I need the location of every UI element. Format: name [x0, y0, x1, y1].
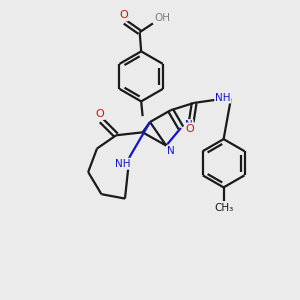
- Text: N: N: [167, 146, 175, 156]
- Text: CH₃: CH₃: [214, 203, 233, 213]
- Text: NH: NH: [215, 93, 231, 103]
- Text: OH: OH: [154, 13, 170, 23]
- Text: O: O: [119, 11, 128, 20]
- Text: N: N: [185, 120, 193, 130]
- Text: O: O: [96, 109, 104, 119]
- Text: NH: NH: [115, 159, 131, 169]
- Text: O: O: [185, 124, 194, 134]
